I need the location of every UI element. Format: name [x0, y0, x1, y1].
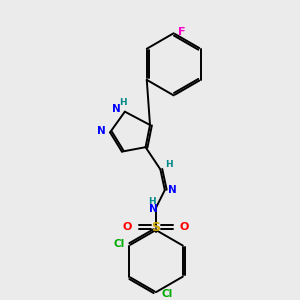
Text: H: H	[148, 197, 155, 206]
Text: O: O	[180, 222, 189, 232]
Text: N: N	[148, 204, 157, 214]
Text: S: S	[152, 220, 160, 234]
Text: H: H	[120, 98, 127, 107]
Text: Cl: Cl	[161, 289, 173, 299]
Text: H: H	[165, 160, 173, 169]
Text: Cl: Cl	[113, 239, 124, 249]
Text: F: F	[178, 27, 186, 37]
Text: O: O	[122, 222, 132, 232]
Text: N: N	[168, 185, 177, 195]
Text: N: N	[112, 104, 121, 114]
Text: N: N	[97, 126, 106, 136]
